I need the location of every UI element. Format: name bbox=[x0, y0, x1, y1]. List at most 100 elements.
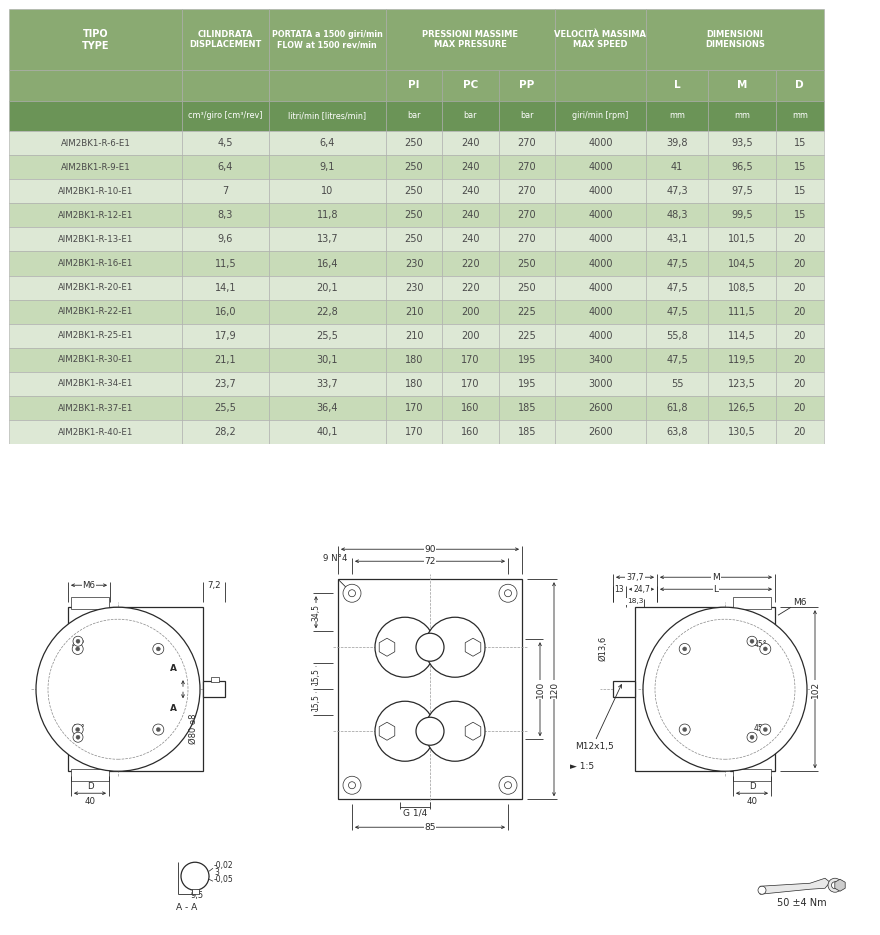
Text: DIMENSIONI
DIMENSIONS: DIMENSIONI DIMENSIONS bbox=[705, 30, 765, 50]
Bar bbox=[499, 420, 555, 444]
Circle shape bbox=[763, 727, 767, 731]
Text: A: A bbox=[170, 664, 177, 673]
Bar bbox=[443, 180, 499, 203]
Bar bbox=[646, 180, 708, 203]
Bar bbox=[555, 324, 646, 348]
Circle shape bbox=[499, 776, 517, 794]
Bar bbox=[708, 101, 776, 131]
Bar bbox=[211, 677, 219, 683]
Bar bbox=[708, 70, 776, 101]
Bar bbox=[182, 227, 269, 252]
Circle shape bbox=[750, 735, 754, 740]
Bar bbox=[182, 299, 269, 324]
Circle shape bbox=[683, 727, 686, 731]
Text: 111,5: 111,5 bbox=[729, 307, 756, 317]
Text: M6: M6 bbox=[83, 581, 96, 590]
Text: 11,5: 11,5 bbox=[215, 258, 237, 268]
Bar bbox=[182, 396, 269, 420]
Bar bbox=[385, 276, 443, 299]
Text: 270: 270 bbox=[517, 162, 536, 172]
Text: 40,1: 40,1 bbox=[317, 427, 338, 437]
Text: 200: 200 bbox=[461, 331, 480, 340]
Text: 101,5: 101,5 bbox=[729, 235, 756, 244]
Text: 21,1: 21,1 bbox=[215, 355, 237, 365]
Bar bbox=[269, 276, 385, 299]
Bar bbox=[646, 203, 708, 227]
Text: mm: mm bbox=[669, 111, 686, 121]
Text: 45°: 45° bbox=[71, 725, 84, 733]
Circle shape bbox=[425, 617, 485, 677]
Bar bbox=[68, 607, 113, 771]
Text: D: D bbox=[796, 80, 804, 91]
Text: 23,7: 23,7 bbox=[215, 379, 237, 389]
Polygon shape bbox=[379, 722, 395, 741]
Bar bbox=[555, 420, 646, 444]
Text: 7,2: 7,2 bbox=[207, 581, 221, 590]
Bar bbox=[182, 276, 269, 299]
Bar bbox=[443, 324, 499, 348]
Text: 3400: 3400 bbox=[588, 355, 612, 365]
Bar bbox=[499, 155, 555, 180]
Bar bbox=[499, 131, 555, 155]
Bar bbox=[385, 252, 443, 276]
Bar bbox=[708, 203, 776, 227]
Bar bbox=[499, 276, 555, 299]
Text: 220: 220 bbox=[461, 258, 480, 268]
Text: AlM2BK1-R-13-E1: AlM2BK1-R-13-E1 bbox=[58, 235, 133, 244]
Bar bbox=[499, 70, 555, 101]
Text: 3: 3 bbox=[214, 869, 219, 877]
Text: 45°: 45° bbox=[71, 640, 84, 649]
Text: 180: 180 bbox=[405, 355, 423, 365]
Text: 250: 250 bbox=[405, 162, 423, 172]
Text: 225: 225 bbox=[517, 307, 536, 317]
Bar bbox=[646, 420, 708, 444]
Bar bbox=[443, 276, 499, 299]
Bar bbox=[555, 252, 646, 276]
Text: 9,6: 9,6 bbox=[218, 235, 233, 244]
Bar bbox=[443, 131, 499, 155]
Text: 2600: 2600 bbox=[588, 427, 612, 437]
Text: 22,8: 22,8 bbox=[317, 307, 338, 317]
Circle shape bbox=[832, 882, 839, 889]
Circle shape bbox=[36, 607, 200, 771]
Bar bbox=[499, 227, 555, 252]
Bar bbox=[269, 227, 385, 252]
Bar bbox=[385, 101, 443, 131]
Text: 45°: 45° bbox=[753, 725, 766, 733]
Text: 4000: 4000 bbox=[588, 282, 612, 293]
Bar bbox=[338, 580, 522, 799]
Text: 40: 40 bbox=[746, 797, 758, 806]
Text: mm: mm bbox=[734, 111, 750, 121]
Text: 34,5: 34,5 bbox=[312, 604, 320, 621]
Bar bbox=[182, 252, 269, 276]
Text: 250: 250 bbox=[405, 235, 423, 244]
Bar bbox=[733, 770, 771, 782]
Bar bbox=[385, 70, 443, 101]
Bar bbox=[499, 70, 555, 101]
Text: 210: 210 bbox=[405, 331, 423, 340]
Text: 4000: 4000 bbox=[588, 186, 612, 196]
Text: 120: 120 bbox=[549, 681, 559, 698]
Bar bbox=[443, 227, 499, 252]
Bar bbox=[708, 420, 776, 444]
Text: 63,8: 63,8 bbox=[666, 427, 688, 437]
Text: 4000: 4000 bbox=[588, 138, 612, 148]
Circle shape bbox=[416, 717, 444, 745]
Circle shape bbox=[153, 643, 164, 654]
Text: 240: 240 bbox=[461, 162, 480, 172]
Text: 85: 85 bbox=[424, 823, 436, 832]
Bar bbox=[646, 396, 708, 420]
Circle shape bbox=[425, 701, 485, 761]
Text: 15: 15 bbox=[794, 162, 806, 172]
Text: 61,8: 61,8 bbox=[666, 403, 688, 413]
Circle shape bbox=[343, 584, 361, 602]
Text: 20: 20 bbox=[794, 258, 806, 268]
Text: 104,5: 104,5 bbox=[729, 258, 756, 268]
Bar bbox=[776, 203, 824, 227]
Text: 43,1: 43,1 bbox=[666, 235, 688, 244]
Bar bbox=[555, 9, 646, 70]
Text: AlM2BK1-R-37-E1: AlM2BK1-R-37-E1 bbox=[58, 404, 133, 412]
Text: -0,02: -0,02 bbox=[214, 861, 233, 870]
Text: 36,4: 36,4 bbox=[317, 403, 338, 413]
Bar bbox=[646, 227, 708, 252]
